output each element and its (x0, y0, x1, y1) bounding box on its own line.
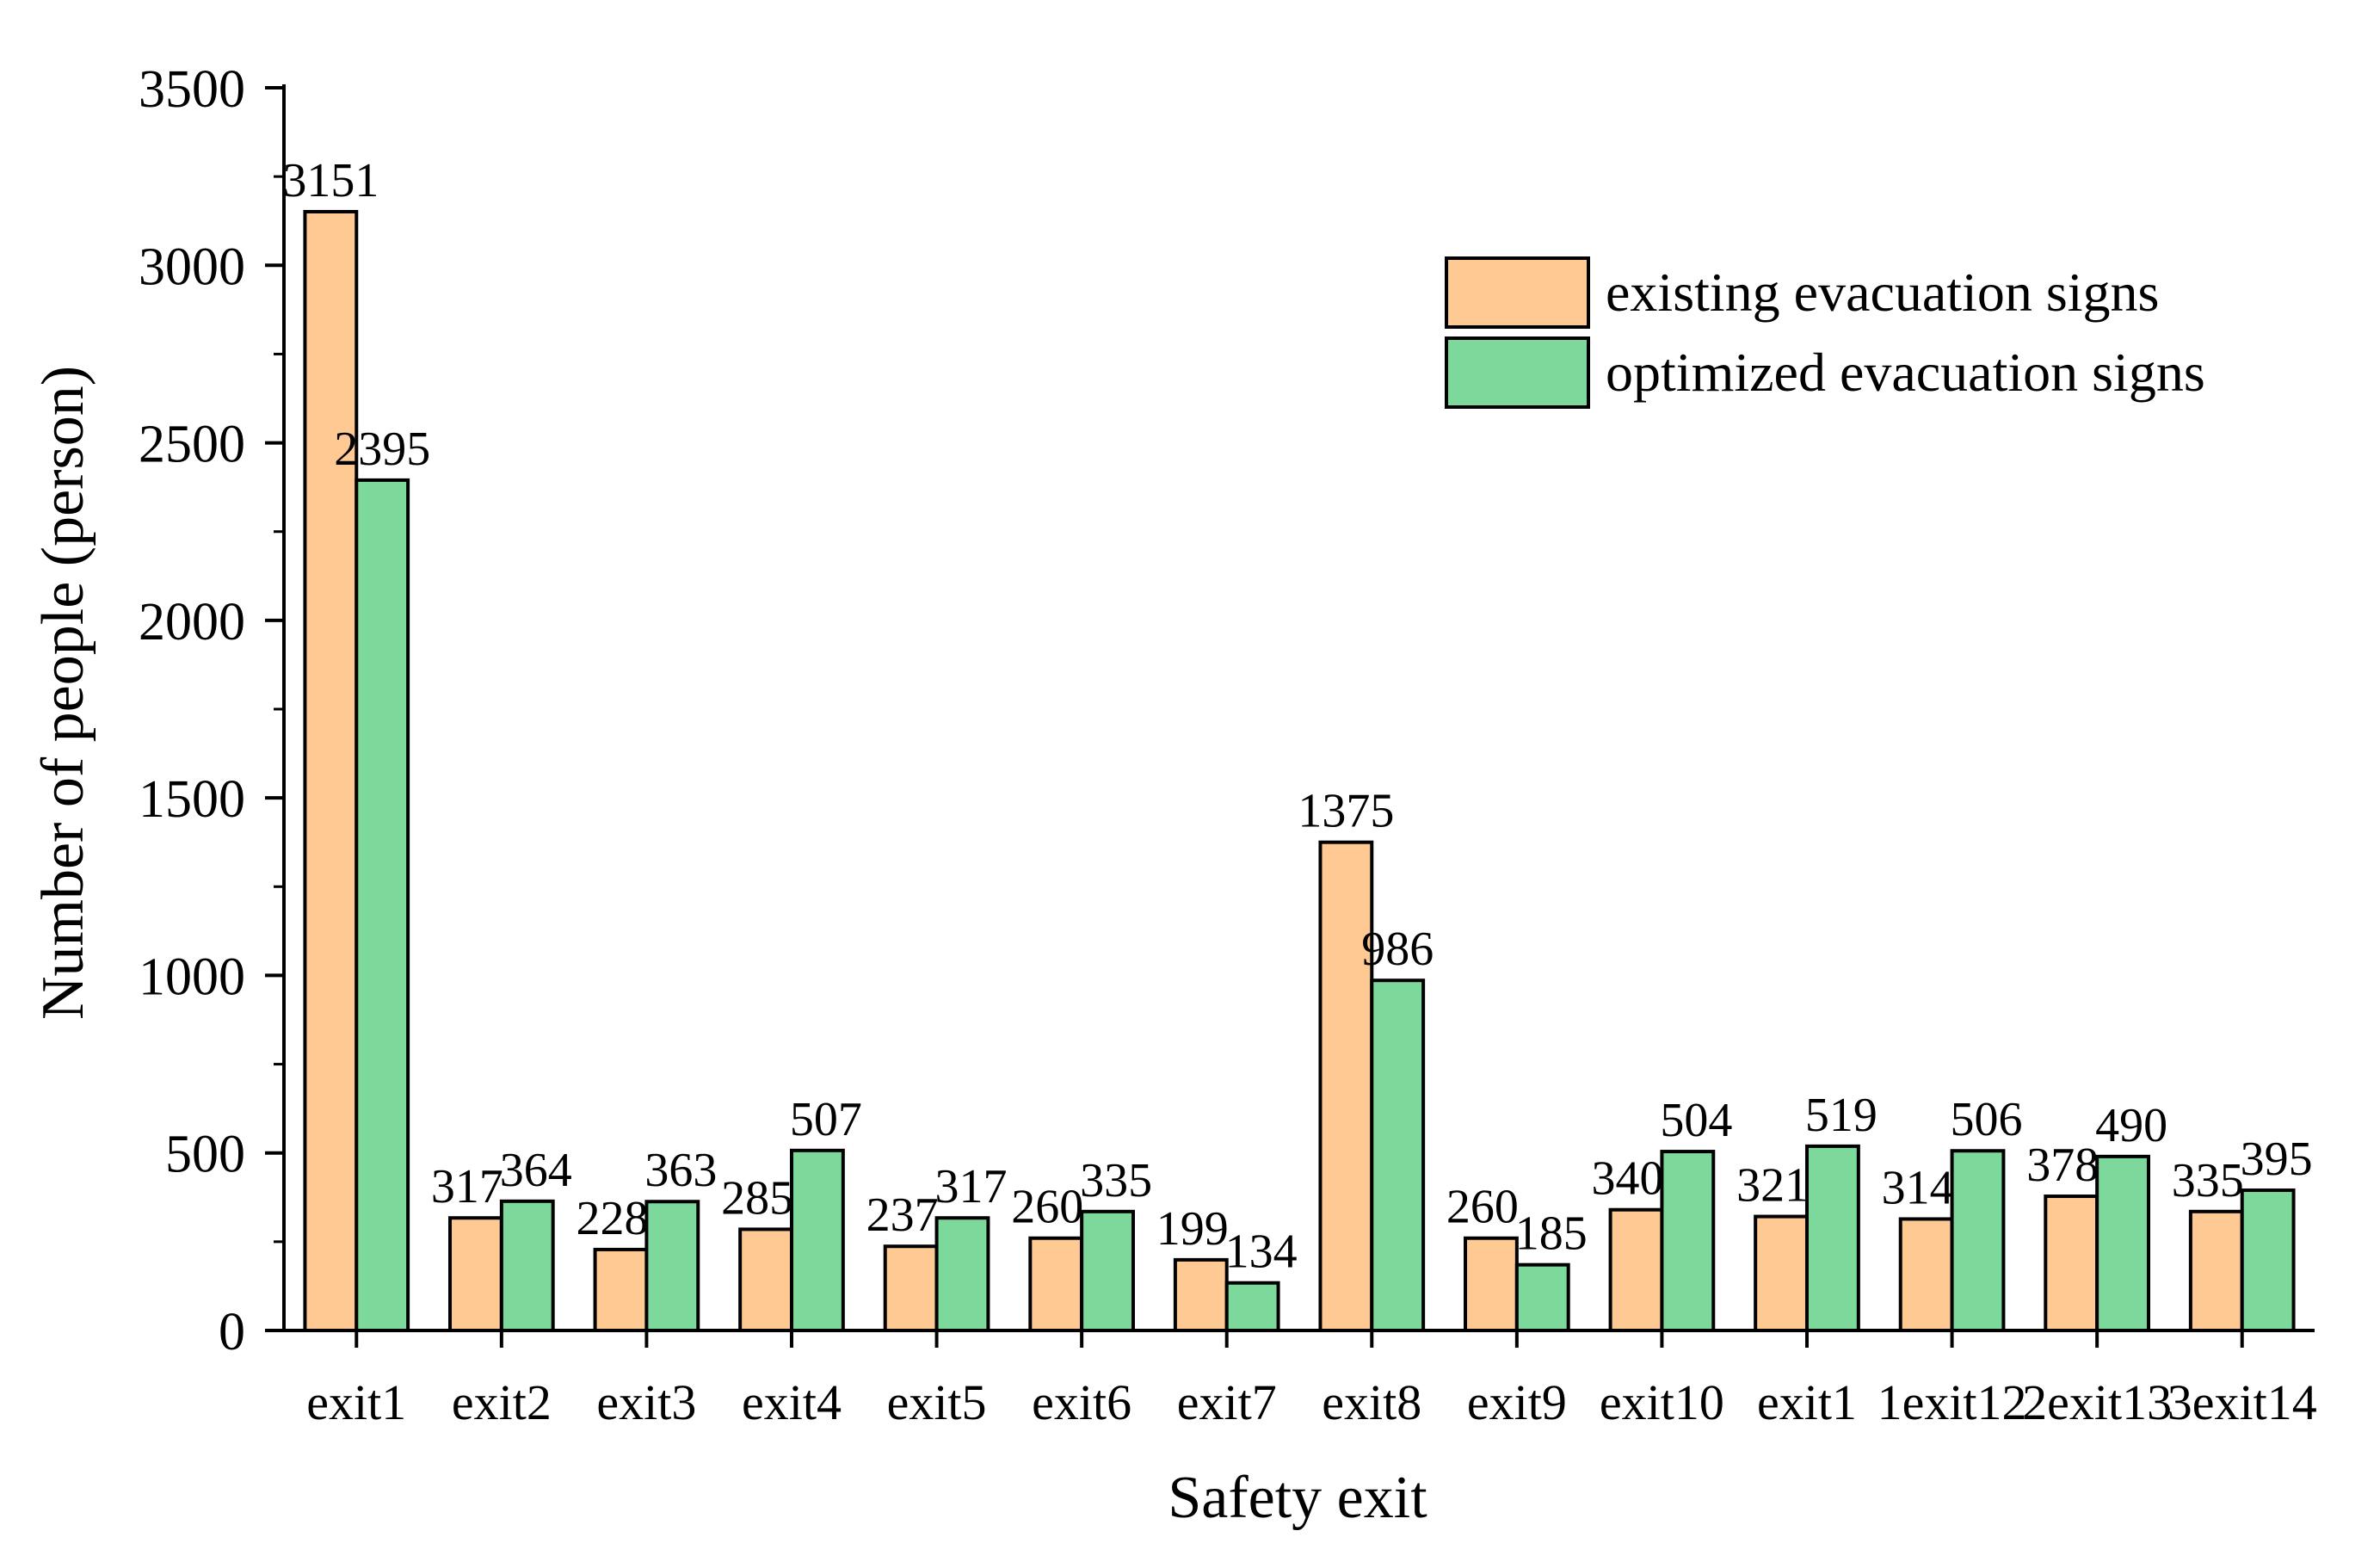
bar-existing-8 (1318, 840, 1374, 1332)
data-label-existing-7: 199 (1156, 1202, 1229, 1256)
bar-optimized-5 (934, 1216, 990, 1332)
data-label-optimized-1: 2395 (334, 423, 430, 476)
x-tick-label: exit7 (1177, 1374, 1277, 1430)
bar-existing-6 (1028, 1236, 1084, 1333)
data-label-existing-2: 317 (431, 1160, 503, 1213)
bar-existing-12 (1898, 1217, 1954, 1332)
data-label-optimized-7: 134 (1225, 1225, 1298, 1279)
data-label-optimized-5: 317 (934, 1160, 1007, 1213)
bar-optimized-8 (1370, 978, 1426, 1333)
x-tick-label: 1exit12 (1877, 1374, 2027, 1430)
plot-area: 0 500 1000 1500 2000 2500 3000 3500 3151 2395 exit… (139, 60, 2317, 1430)
data-label-existing-10: 340 (1592, 1152, 1664, 1206)
legend-swatch-optimized (1445, 336, 1590, 409)
data-label-optimized-3: 363 (644, 1144, 717, 1197)
bar-optimized-9 (1514, 1262, 1570, 1333)
x-tick-label: exit1 (306, 1374, 406, 1430)
data-label-existing-14: 335 (2172, 1154, 2244, 1207)
y-tick-label: 2000 (139, 593, 245, 651)
bar-existing-1 (303, 209, 359, 1332)
data-label-existing-3: 228 (577, 1192, 649, 1245)
data-label-existing-9: 260 (1446, 1181, 1519, 1234)
data-label-optimized-2: 364 (500, 1144, 572, 1197)
x-tick-label: exit3 (596, 1374, 696, 1430)
bar-existing-5 (883, 1244, 939, 1333)
data-label-optimized-11: 519 (1805, 1089, 1877, 1142)
data-label-existing-11: 321 (1736, 1159, 1809, 1213)
y-tick-label: 2500 (139, 416, 245, 474)
data-label-optimized-13: 490 (2095, 1099, 2167, 1152)
bar-optimized-7 (1224, 1281, 1280, 1333)
data-label-existing-5: 237 (866, 1188, 939, 1242)
x-tick-label: exit10 (1600, 1374, 1724, 1430)
data-label-optimized-4: 507 (790, 1093, 862, 1146)
legend-swatch-existing (1445, 256, 1590, 329)
x-tick-label: exit2 (452, 1374, 552, 1430)
y-tick-label: 3000 (139, 238, 245, 296)
data-label-existing-13: 378 (2026, 1139, 2099, 1192)
data-label-existing-8: 1375 (1298, 785, 1394, 838)
data-label-existing-4: 285 (721, 1171, 793, 1225)
data-label-existing-6: 260 (1011, 1181, 1083, 1234)
data-label-optimized-10: 504 (1660, 1094, 1732, 1147)
bar-existing-4 (738, 1227, 794, 1332)
bar-existing-3 (593, 1247, 649, 1332)
bar-existing-7 (1173, 1257, 1229, 1333)
bar-existing-10 (1608, 1207, 1664, 1332)
bar-existing-13 (2044, 1195, 2099, 1332)
y-tick-label: 0 (219, 1303, 245, 1361)
x-tick-label: exit9 (1467, 1374, 1567, 1430)
bar-optimized-2 (499, 1199, 555, 1332)
bar-optimized-3 (644, 1200, 700, 1332)
legend-label-existing: existing evacuation signs (1606, 262, 2159, 323)
data-label-optimized-9: 185 (1515, 1207, 1588, 1261)
bar-optimized-10 (1660, 1150, 1716, 1332)
legend: existing evacuation signs optimized evacu… (1445, 256, 2205, 409)
bar-optimized-13 (2095, 1154, 2150, 1332)
data-label-optimized-6: 335 (1080, 1154, 1152, 1207)
x-tick-label: exit8 (1322, 1374, 1421, 1430)
bar-optimized-11 (1805, 1144, 1860, 1333)
y-tick-label: 500 (165, 1126, 245, 1184)
bar-optimized-6 (1080, 1209, 1135, 1332)
x-tick-label: exit1 (1757, 1374, 1857, 1430)
bar-optimized-14 (2240, 1188, 2296, 1333)
x-tick-label: 3exit14 (2167, 1374, 2317, 1430)
data-label-existing-1: 3151 (282, 154, 379, 207)
bar-existing-14 (2188, 1209, 2244, 1332)
bar-existing-9 (1464, 1236, 1519, 1333)
x-tick-label: exit4 (742, 1374, 842, 1430)
y-tick-label: 1000 (139, 948, 245, 1006)
data-label-optimized-12: 506 (1950, 1093, 2022, 1146)
bar-optimized-1 (355, 478, 410, 1332)
bar-optimized-12 (1950, 1149, 2006, 1333)
x-axis-label: Safety exit (1168, 1465, 1427, 1531)
data-label-existing-12: 314 (1882, 1161, 1954, 1214)
x-tick-label: exit6 (1032, 1374, 1131, 1430)
bar-existing-11 (1754, 1214, 1809, 1332)
legend-label-optimized: optimized evacuation signs (1606, 342, 2205, 403)
y-tick-label: 3500 (139, 60, 245, 119)
y-axis-label: Number of people (person) (30, 366, 96, 1020)
x-tick-label: 2exit13 (2022, 1374, 2172, 1430)
x-tick-label: exit5 (887, 1374, 987, 1430)
bar-existing-2 (448, 1216, 503, 1332)
data-label-optimized-8: 986 (1361, 923, 1434, 976)
data-label-optimized-14: 395 (2241, 1133, 2313, 1186)
y-tick-label: 1500 (139, 770, 245, 829)
bar-optimized-4 (790, 1148, 845, 1333)
